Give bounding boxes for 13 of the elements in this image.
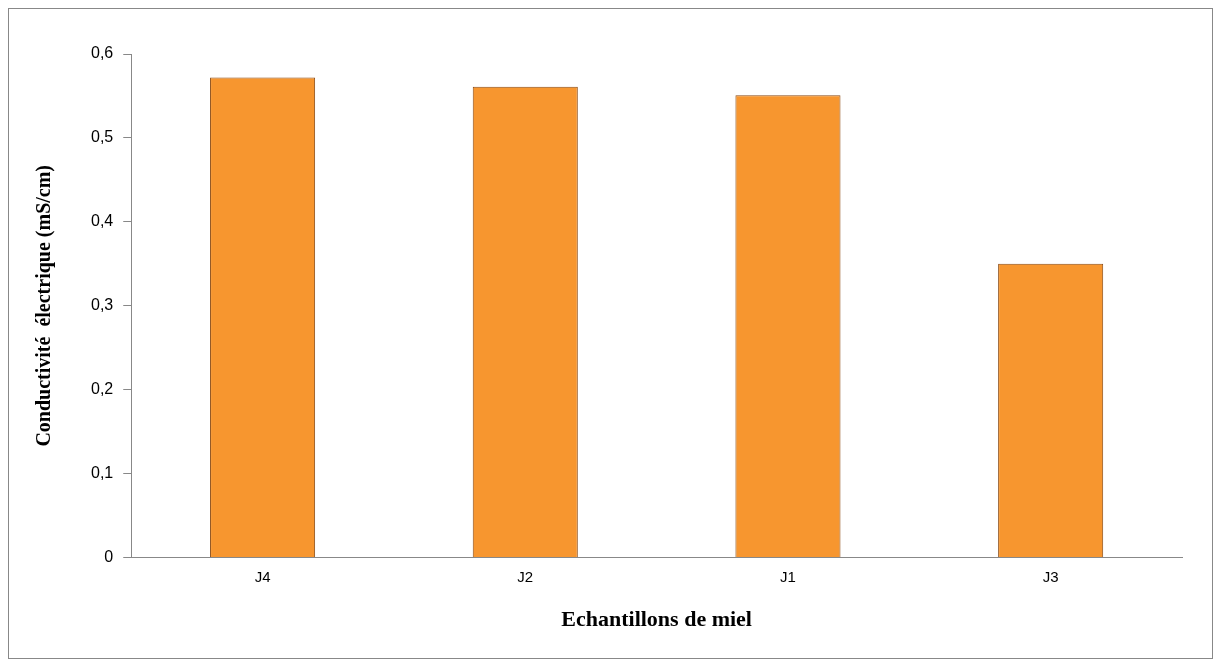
y-tick-label: 0,2: [90, 380, 114, 398]
y-axis-title: Conductivité électrique (mS/cm): [32, 165, 56, 447]
x-tick-label: J2: [517, 567, 534, 585]
y-tick-label: 0,3: [90, 296, 114, 314]
y-tick-label: 0,6: [90, 44, 114, 62]
y-tick-label: 0,5: [90, 128, 114, 146]
x-tick-label: J1: [780, 567, 796, 585]
x-tick-label: J3: [1042, 567, 1059, 585]
x-tick-label: J4: [254, 567, 271, 585]
y-tick-label: 0: [104, 548, 114, 566]
y-tick-label: 0,4: [90, 212, 114, 230]
y-tick-label: 0,1: [90, 464, 114, 482]
x-axis-title: Echantillons de miel: [561, 606, 752, 632]
